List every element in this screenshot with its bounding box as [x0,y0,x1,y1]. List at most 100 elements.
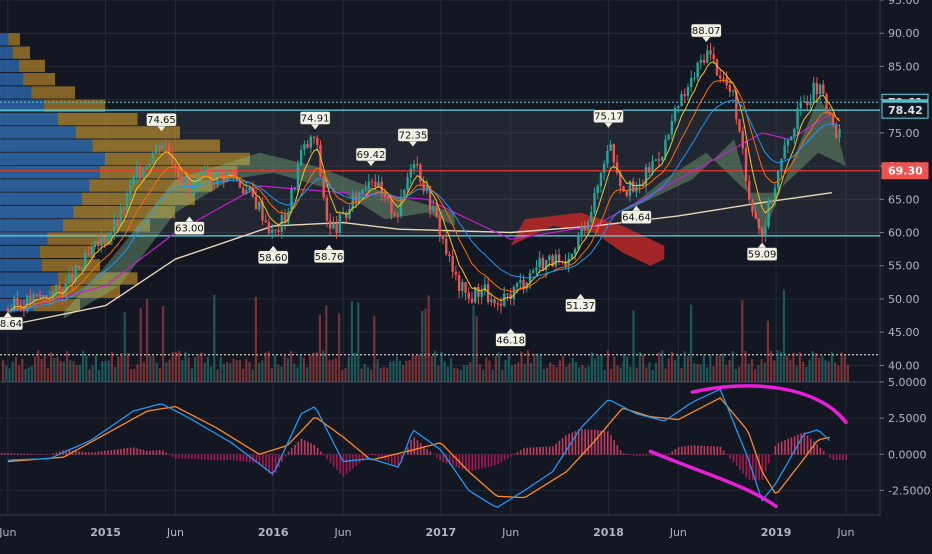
volume-bar [539,355,542,382]
volume-bar [475,316,478,382]
candle-body [332,223,335,229]
histogram-bar [571,432,574,455]
candle-body [706,50,709,63]
volume-bar [216,369,219,382]
volume-bar [504,359,507,382]
candle-body [609,144,612,151]
volume-bar [219,356,222,382]
volume-bar [523,363,526,382]
candle-body [322,175,325,198]
candle-body [80,266,84,269]
annotation-label: 74.65 [147,115,176,126]
price-tag[interactable] [881,162,929,180]
volume-bar [830,351,833,382]
macd-signal-line [7,397,830,499]
candle-body [132,176,135,185]
volume-bar [466,365,469,382]
histogram-bar [75,451,77,455]
candle-body [77,265,80,269]
annotation-pointer [311,124,320,130]
volume-bar [245,358,248,382]
volume-profile-bar [0,46,13,59]
histogram-bar [20,453,22,455]
volume-bar [152,355,155,382]
volume-bar [392,360,395,382]
volume-bar [824,360,827,382]
candle-body [403,190,406,197]
price-tick-label: 50.00 [888,293,920,306]
volume-bar [331,359,334,382]
histogram-bar [603,430,606,455]
volume-bar [542,369,545,382]
candle-body [254,196,258,210]
price-tag[interactable] [881,101,929,119]
divergence-stroke-upper [690,384,848,425]
volume-bar [552,364,555,382]
histogram-bar [165,452,167,455]
histogram-bar [703,445,706,455]
candle-body [644,167,648,186]
date-tick-label: 2015 [90,526,121,539]
volume-bar [814,353,817,382]
volume-profile-bar [105,152,250,166]
candle-body [651,160,654,173]
histogram-bar [210,454,212,461]
volume-bar [210,366,213,382]
histogram-bar [245,454,248,462]
candle-body [16,298,19,306]
volume-bar [549,362,552,382]
volume-bar [629,366,632,382]
volume-bar [773,360,776,382]
candle-body [312,136,316,138]
candle-body [174,164,177,169]
histogram-bar [780,441,783,455]
candle-body [448,254,451,257]
ema-fast-line [7,61,840,312]
histogram-bar [623,453,625,455]
candle-body [277,230,280,232]
volume-bar [555,367,558,382]
volume-bar [82,350,85,382]
volume-bar [8,368,11,382]
volume-bar [270,368,273,382]
histogram-bar [568,433,570,455]
histogram-bar [465,454,467,471]
volume-bar [574,361,577,382]
volume-bar [222,363,225,382]
volume-bar [277,364,280,382]
histogram-bar [220,454,222,461]
candle-body [590,212,593,223]
histogram-bar [200,454,203,460]
price-axis-bg [881,0,932,550]
volume-bar [674,359,677,382]
candle-body [435,205,438,217]
volume-bar [667,358,670,382]
volume-bar [174,351,177,382]
volume-bar [514,364,517,382]
candle-body [245,190,248,194]
histogram-bar [610,435,612,455]
price-tick-label: 45.00 [888,326,920,339]
histogram-bar [216,454,219,461]
volume-bar [101,361,104,382]
candle-body [187,178,190,191]
macd-tick-label: -2.5000 [888,484,930,497]
histogram-bar [400,454,403,462]
volume-bar [712,366,715,382]
candle-body [525,282,528,289]
date-axis: Jun 2015 Jun 2016 Jun 2017 Jun 2018 Jun 2019 Jun [0,526,855,539]
candle-body [741,131,744,149]
candle-body [409,168,412,178]
volume-profile-bar [0,152,105,166]
histogram-bar [539,447,541,455]
volume-bar [587,366,590,382]
volume-bar [75,365,78,382]
annotation-pointer [366,160,375,166]
candle-body [45,295,48,299]
volume-bar [648,362,651,382]
price-tick-label: 65.00 [888,193,920,206]
price-tick-label: 95.00 [888,0,920,7]
candle-body [51,291,55,300]
histogram-bar [203,454,206,460]
